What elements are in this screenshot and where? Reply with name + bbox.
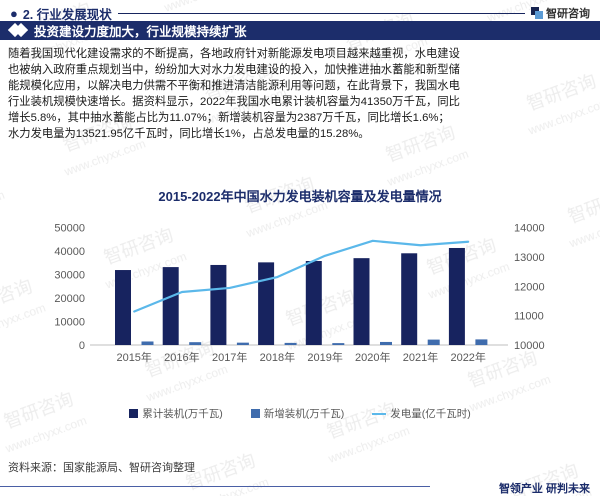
svg-text:12000: 12000 — [514, 281, 545, 293]
svg-text:2022年: 2022年 — [450, 350, 485, 364]
svg-text:2017年: 2017年 — [212, 350, 247, 364]
svg-text:2019年: 2019年 — [307, 350, 342, 364]
svg-text:40000: 40000 — [54, 246, 85, 258]
svg-text:10000: 10000 — [54, 317, 85, 329]
svg-text:11000: 11000 — [514, 311, 544, 323]
svg-text:2021年: 2021年 — [403, 350, 438, 364]
svg-text:10000: 10000 — [514, 340, 545, 352]
svg-text:30000: 30000 — [54, 270, 85, 282]
svg-text:0: 0 — [79, 340, 85, 352]
svg-text:2015年: 2015年 — [116, 350, 151, 364]
svg-text:2020年: 2020年 — [355, 350, 390, 364]
svg-text:14000: 14000 — [514, 223, 545, 235]
svg-text:20000: 20000 — [54, 293, 85, 305]
svg-text:50000: 50000 — [54, 223, 85, 235]
svg-text:2018年: 2018年 — [260, 350, 295, 364]
svg-text:2016年: 2016年 — [164, 350, 199, 364]
svg-text:13000: 13000 — [514, 252, 545, 264]
